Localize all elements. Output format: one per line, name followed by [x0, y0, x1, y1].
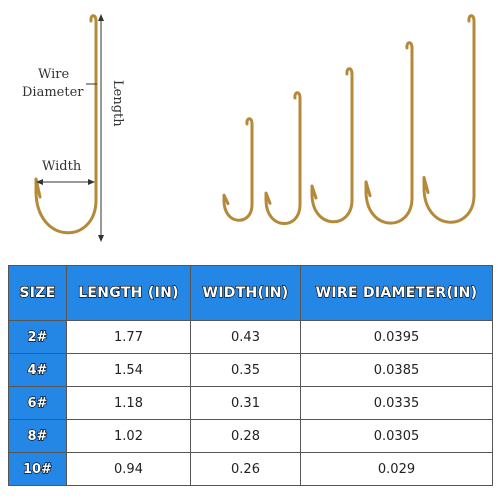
value-cell: 0.029	[300, 452, 493, 486]
size-cell: 8#	[8, 419, 67, 453]
value-cell: 0.94	[66, 452, 191, 486]
header-cell: WIDTH(IN)	[190, 265, 301, 321]
table-row: 10# 0.94 0.26 0.029	[8, 452, 493, 486]
value-cell: 1.02	[66, 419, 191, 453]
table-row: 2# 1.77 0.43 0.0395	[8, 320, 493, 354]
hook	[264, 91, 302, 225]
header-cell: WIRE DIAMETER(IN)	[300, 265, 493, 321]
width-label: Width	[42, 159, 82, 174]
hook-diagram: Wire Diameter Length Width	[22, 14, 476, 242]
header-row: SIZE LENGTH (IN) WIDTH(IN) WIRE DIAMETER(IN…	[8, 265, 493, 321]
table-row: 6# 1.18 0.31 0.0335	[8, 386, 493, 420]
table-row: 8# 1.02 0.28 0.0305	[8, 419, 493, 453]
wire-label: Diameter	[22, 85, 84, 100]
value-cell: 1.18	[66, 386, 191, 420]
size-cell: 6#	[8, 386, 67, 420]
arrow-head	[36, 179, 43, 185]
value-cell: 0.0305	[300, 419, 493, 453]
hook	[422, 14, 476, 224]
size-cell: 10#	[8, 452, 67, 486]
value-cell: 0.0335	[300, 386, 493, 420]
value-cell: 0.0395	[300, 320, 493, 354]
header-cell: SIZE	[8, 265, 67, 321]
size-cell: 2#	[8, 320, 67, 354]
arrow-head	[98, 14, 104, 21]
arrow-head	[98, 235, 104, 242]
value-cell: 0.26	[190, 452, 301, 486]
hook	[364, 41, 414, 225]
hook	[34, 14, 98, 235]
value-cell: 0.35	[190, 353, 301, 387]
value-cell: 0.28	[190, 419, 301, 453]
wire-label: Wire	[38, 67, 70, 82]
table-row: 4# 1.54 0.35 0.0385	[8, 353, 493, 387]
arrow-head	[88, 179, 95, 185]
size-cell: 4#	[8, 353, 67, 387]
value-cell: 1.77	[66, 320, 191, 354]
value-cell: 0.31	[190, 386, 301, 420]
size-table: SIZE LENGTH (IN) WIDTH(IN) WIRE DIAMETER(IN…	[8, 265, 493, 486]
value-cell: 0.43	[190, 320, 301, 354]
hooks	[34, 14, 476, 235]
header-cell: LENGTH (IN)	[66, 265, 191, 321]
value-cell: 0.0385	[300, 353, 493, 387]
hook	[222, 117, 254, 222]
length-label: Length	[110, 80, 125, 127]
value-cell: 1.54	[66, 353, 191, 387]
hook	[310, 67, 354, 224]
